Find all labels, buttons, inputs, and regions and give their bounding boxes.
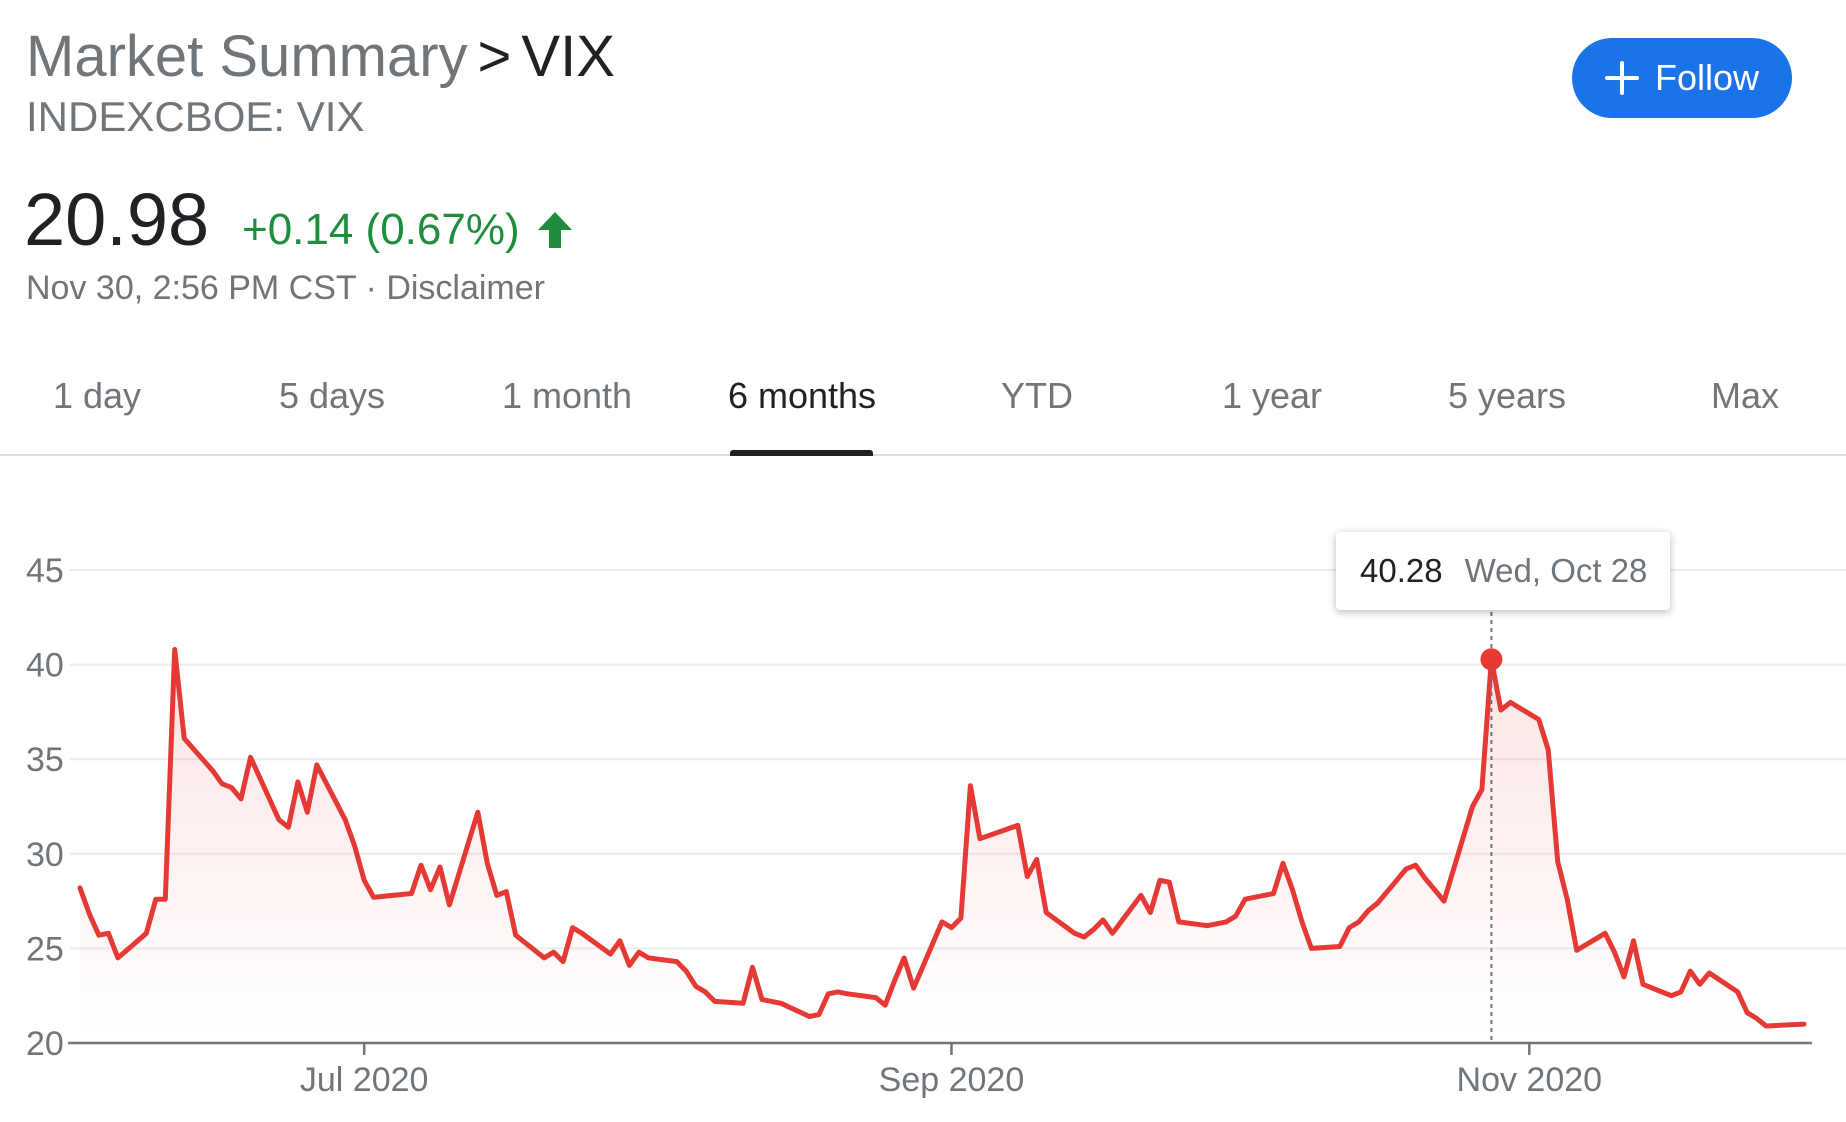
x-tick-label: Jul 2020 <box>300 1061 429 1099</box>
price-change: +0.14 (0.67%) <box>242 205 520 254</box>
quote-timestamp-line: Nov 30, 2:56 PM CST · Disclaimer <box>26 268 545 308</box>
y-tick-label: 45 <box>26 552 64 590</box>
price-chart[interactable]: 20 25 30 35 40 45 Jul 2020 Sep 2020 Nov 2020 <box>0 490 1846 1122</box>
breadcrumb-market-summary[interactable]: Market Summary <box>26 24 468 89</box>
tab-1-year[interactable]: 1 year <box>1221 375 1323 416</box>
tooltip-date: Wed, Oct 28 <box>1464 552 1648 589</box>
quote-timestamp: Nov 30, 2:56 PM CST <box>26 269 357 307</box>
ticker-symbol: VIX <box>521 24 615 89</box>
y-tick-label: 30 <box>26 836 64 874</box>
tooltip-value: 40.28 <box>1360 552 1443 589</box>
follow-label: Follow <box>1654 57 1760 98</box>
series-line <box>77 647 1807 1029</box>
breadcrumb-separator: > <box>477 24 512 89</box>
tab-1-day[interactable]: 1 day <box>52 375 142 416</box>
y-tick-label: 25 <box>26 930 64 968</box>
x-tick-label: Sep 2020 <box>879 1061 1025 1099</box>
plus-icon <box>1604 61 1639 95</box>
tab-6-months[interactable]: 6 months <box>727 375 877 416</box>
y-tick-label: 40 <box>26 647 64 685</box>
tab-max[interactable]: Max <box>1710 375 1780 416</box>
series-area <box>80 649 1804 1043</box>
page-title: Market Summary > VIX <box>26 24 615 90</box>
tab-1-month[interactable]: 1 month <box>501 375 633 416</box>
chart-tooltip: 40.28 Wed, Oct 28 <box>1336 532 1670 610</box>
follow-button[interactable]: Follow <box>1572 38 1792 118</box>
disclaimer-link[interactable]: Disclaimer <box>386 269 545 307</box>
dot-separator: · <box>365 269 377 307</box>
y-tick-label: 20 <box>26 1025 64 1063</box>
tab-5-years[interactable]: 5 years <box>1447 375 1567 416</box>
arrow-up-icon <box>538 212 572 248</box>
active-tab-indicator <box>730 450 873 456</box>
current-price: 20.98 <box>24 178 210 261</box>
x-tick-label: Nov 2020 <box>1457 1061 1603 1099</box>
exchange-label: INDEXCBOE: VIX <box>26 93 365 140</box>
range-tabs: 1 day 5 days 1 month 6 months YTD 1 year… <box>0 360 1846 456</box>
tab-ytd[interactable]: YTD <box>1001 375 1073 416</box>
tab-5-days[interactable]: 5 days <box>278 375 386 416</box>
y-tick-label: 35 <box>26 741 64 779</box>
hover-point-marker <box>1480 648 1503 671</box>
